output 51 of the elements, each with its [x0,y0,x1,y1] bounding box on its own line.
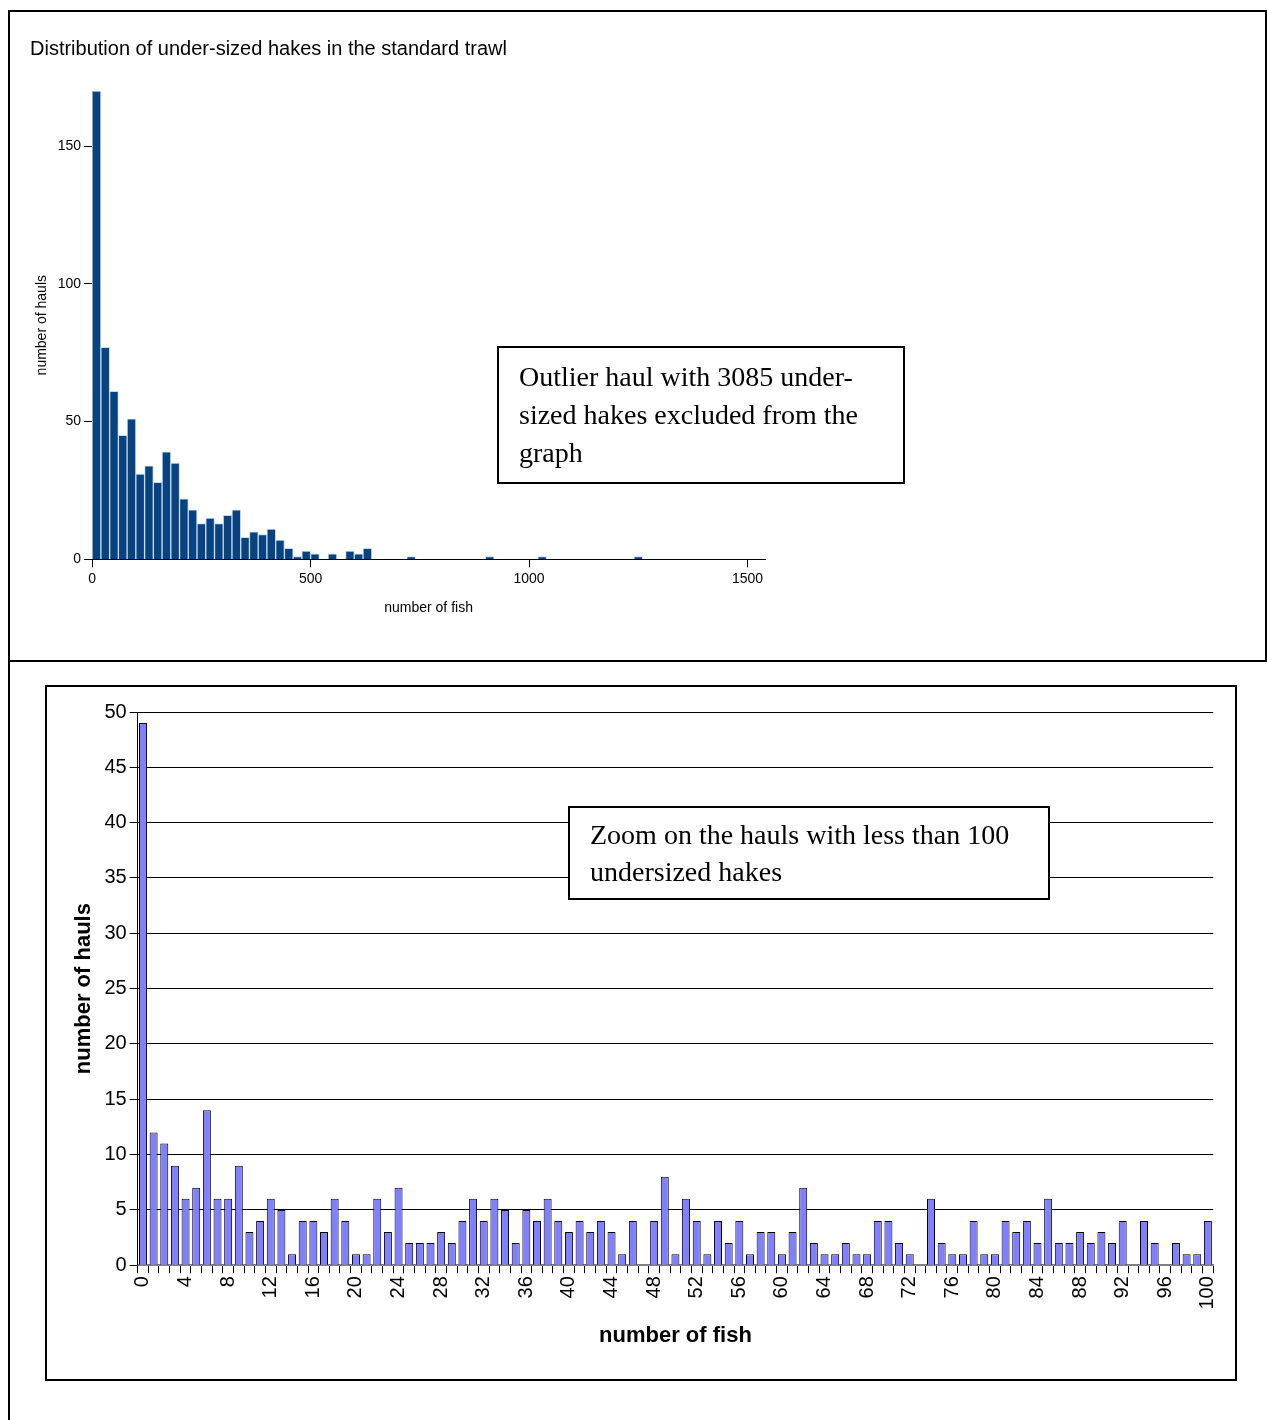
x-tick-label: 56 [726,1276,749,1299]
y-axis-title: number of hauls [70,903,96,1075]
x-tick-label: 1000 [513,569,545,586]
y-tick-label: 100 [57,274,82,291]
x-tick-label: 24 [386,1276,409,1299]
x-tick-label: 1500 [731,569,764,586]
x-tick-label: 100 [1195,1276,1218,1310]
x-tick-label: 68 [854,1276,877,1299]
y-tick-label: 50 [104,699,127,722]
y-tick-label: 35 [104,865,127,888]
x-tick-label: 20 [343,1276,366,1299]
x-tick-label: 500 [298,569,323,586]
x-axis-title: number of fish [599,1321,752,1347]
x-tick-label: 40 [556,1276,579,1299]
x-tick-label: 0 [88,569,97,586]
x-tick-label: 64 [812,1276,835,1299]
y-tick-label: 45 [104,754,127,777]
x-tick-label: 72 [897,1276,920,1299]
y-tick-label: 10 [104,1142,127,1165]
x-tick-label: 48 [641,1276,664,1299]
x-tick-label: 28 [428,1276,451,1299]
y-tick-label: 25 [104,976,127,999]
y-axis-title: number of hauls [33,275,50,376]
x-tick-label: 60 [769,1276,792,1299]
x-tick-label: 8 [215,1276,238,1288]
x-tick-label: 44 [599,1276,622,1299]
y-tick-label: 50 [65,412,82,429]
x-tick-label: 16 [300,1276,323,1299]
x-tick-label: 96 [1152,1276,1175,1299]
x-axis-title: number of fish [384,599,473,616]
annotation: Zoom on the hauls with less than 100 undersized hakes [568,806,1050,900]
y-tick-label: 40 [104,810,127,833]
x-tick-label: 4 [173,1276,196,1288]
y-tick-label: 5 [115,1197,127,1220]
y-tick-label: 20 [104,1031,127,1054]
y-tick-label: 0 [73,550,82,567]
y-tick-label: 15 [104,1086,127,1109]
y-tick-label: 30 [104,920,127,943]
x-tick-label: 92 [1110,1276,1133,1299]
x-tick-label: 32 [471,1276,494,1299]
annotation: Outlier haul with 3085 under-sized hakes excluded from the graph [497,346,905,484]
x-tick-label: 88 [1067,1276,1090,1299]
chart-title: Distribution of under-sized hakes in the standard trawl [30,36,507,59]
x-tick-label: 76 [939,1276,962,1299]
x-tick-label: 80 [982,1276,1005,1299]
x-tick-label: 12 [258,1276,281,1299]
x-tick-label: 84 [1025,1276,1048,1299]
y-tick-label: 150 [57,136,82,153]
x-tick-label: 36 [513,1276,536,1299]
x-tick-label: 0 [130,1276,153,1288]
x-tick-label: 52 [684,1276,707,1299]
